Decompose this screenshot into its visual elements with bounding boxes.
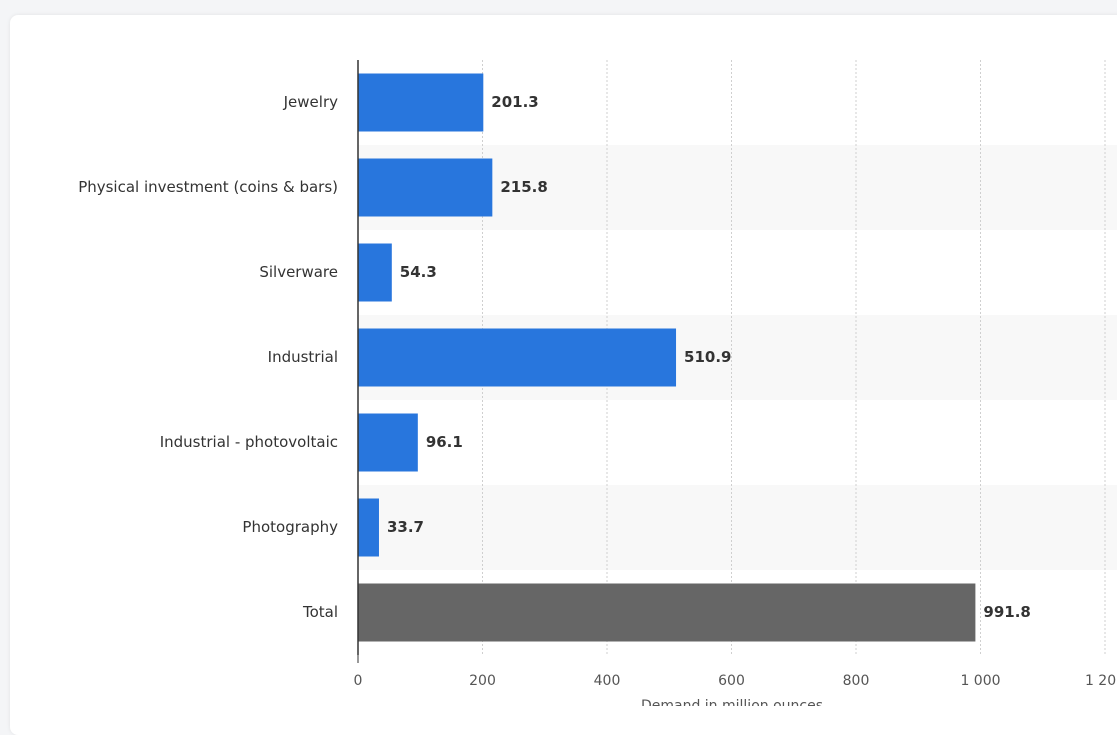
value-label: 991.8	[983, 603, 1030, 621]
value-label: 215.8	[500, 178, 547, 196]
bar	[358, 498, 379, 557]
y-tick-label: Industrial - photovoltaic	[160, 433, 338, 451]
value-label: 54.3	[400, 263, 437, 281]
row-band	[358, 485, 1117, 570]
bar	[358, 158, 493, 217]
x-tick-label: 0	[354, 673, 363, 689]
x-tick-label: 1 200	[1085, 673, 1117, 689]
x-tick-label: 1 000	[960, 673, 1000, 689]
x-tick-label: 600	[718, 673, 745, 689]
y-tick-label: Photography	[242, 518, 338, 536]
x-tick-label: 400	[594, 673, 621, 689]
page: {"chart_data": {"type": "hbar", "categor…	[10, 15, 1117, 735]
bar	[358, 583, 976, 642]
y-tick-label: Physical investment (coins & bars)	[78, 178, 338, 196]
bar	[358, 243, 392, 302]
bar	[358, 328, 677, 387]
value-label: 510.9	[684, 348, 731, 366]
y-tick-label: Jewelry	[283, 93, 338, 111]
chart: Demand in million ounces 0 200 400 600 800 1 …	[78, 60, 1117, 706]
x-tick-label: 800	[843, 673, 870, 689]
bar	[358, 73, 484, 132]
y-tick-label: Silverware	[259, 263, 338, 281]
x-axis-label: Demand in million ounces	[641, 698, 823, 706]
value-label: 96.1	[426, 433, 463, 451]
bar	[358, 413, 418, 472]
y-tick-label: Total	[302, 603, 338, 621]
value-label: 33.7	[387, 518, 424, 536]
value-label: 201.3	[491, 93, 538, 111]
y-tick-label: Industrial	[268, 348, 338, 366]
x-tick-label: 200	[469, 673, 496, 689]
